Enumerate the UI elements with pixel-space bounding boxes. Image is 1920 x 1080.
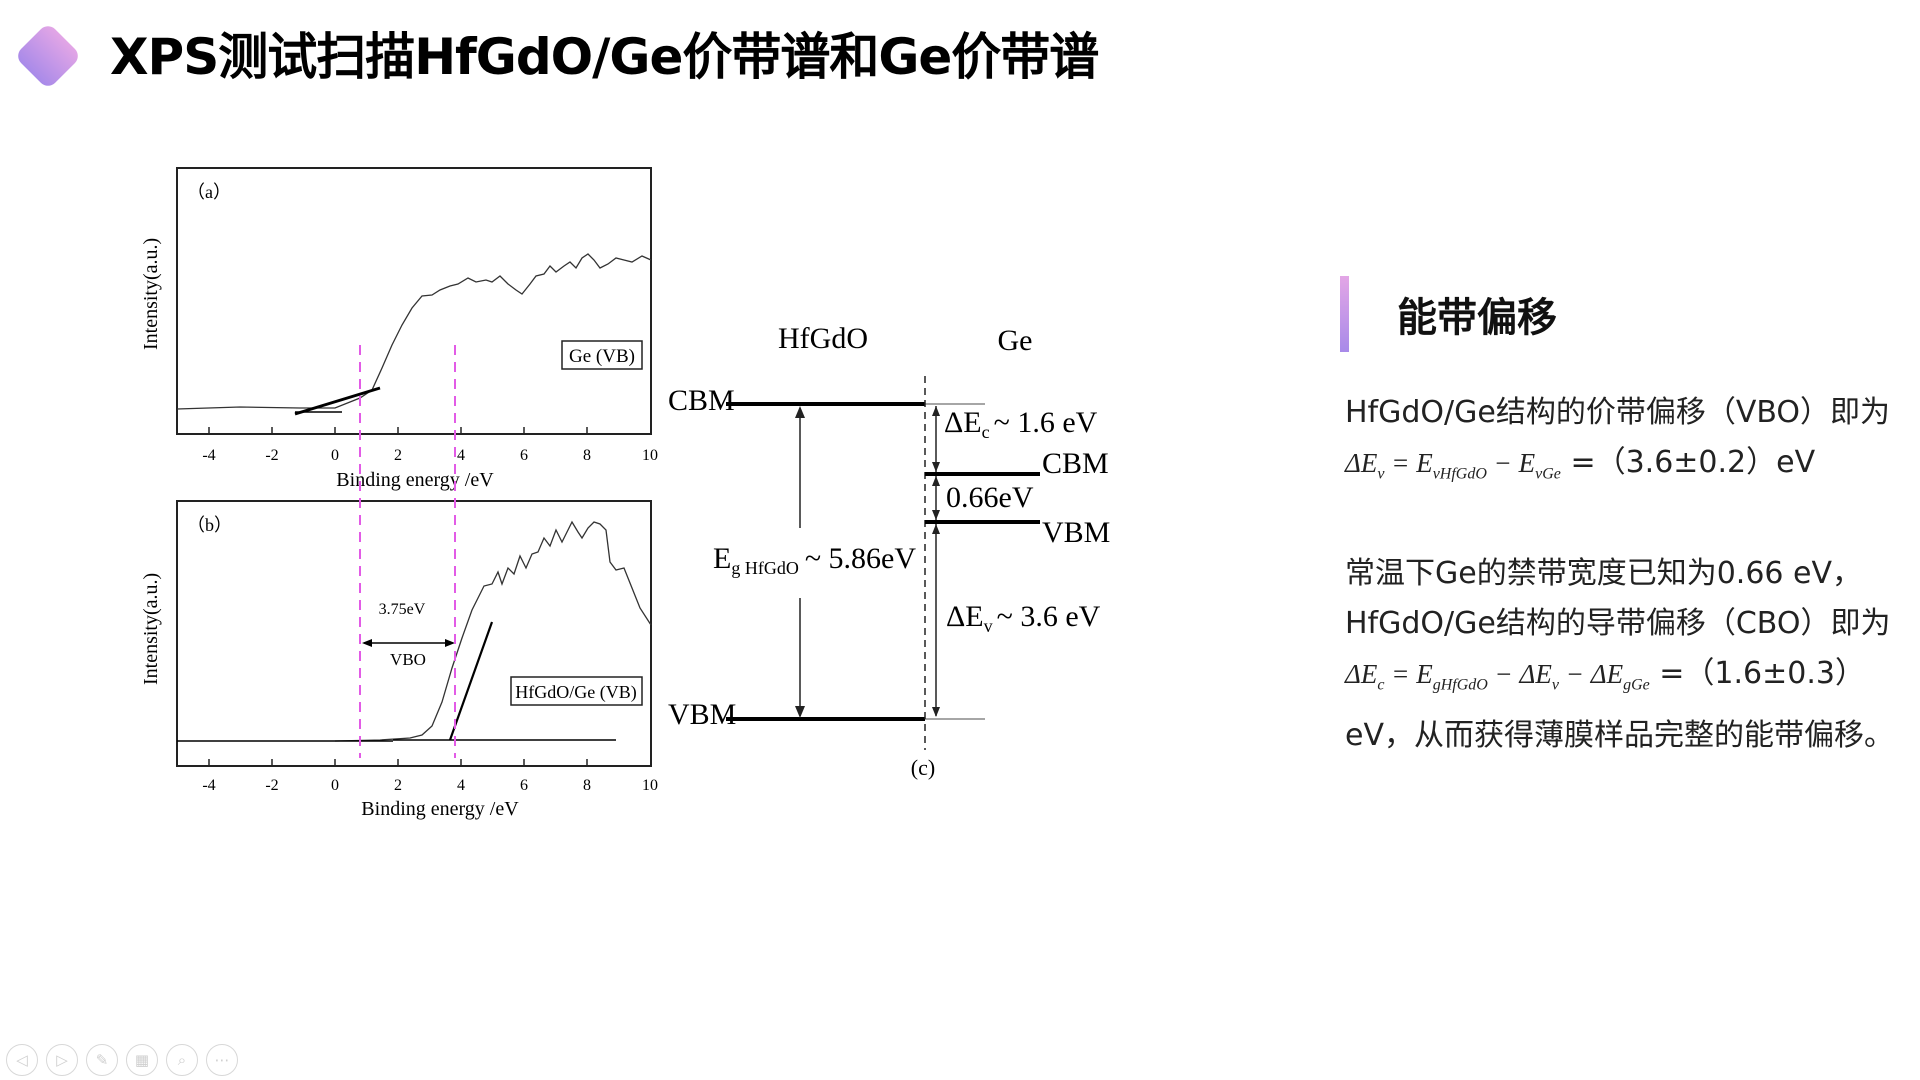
panel-b-plot: （b） Intensity(a.u.) -4 -2 0 2 4 6 8 10 B… bbox=[140, 500, 658, 820]
panel-b-xlabel: Binding energy /eV bbox=[361, 798, 519, 820]
presentation-nav: ◁ ▷ ✎ ▦ ⌕ ⋯ bbox=[6, 1044, 238, 1076]
pen-icon: ✎ bbox=[95, 1051, 109, 1069]
panel-a-xtick: 8 bbox=[583, 447, 591, 464]
more-icon: ⋯ bbox=[214, 1051, 230, 1069]
panel-a-xtick: 2 bbox=[394, 447, 402, 464]
panel-a-xtick: -2 bbox=[265, 447, 278, 464]
zoom-icon: ⌕ bbox=[177, 1051, 187, 1069]
eg-hfgdo-label: Eg HfGdO ~ 5.86eV bbox=[713, 542, 916, 578]
panel-b-legend: HfGdO/Ge (VB) bbox=[515, 682, 636, 703]
cbo-equation: ΔEc = EgHfGdO − ΔEv − ΔEgGe bbox=[1345, 659, 1650, 694]
slides-icon: ▦ bbox=[134, 1051, 150, 1069]
band-offset-heading: 能带偏移 bbox=[1340, 276, 1557, 352]
panel-a-plot: （a） Intensity(a.u.) -4 -2 0 2 4 6 8 10 B… bbox=[140, 167, 658, 491]
next-slide-button[interactable]: ▷ bbox=[46, 1044, 78, 1076]
heading-accent-bar bbox=[1340, 276, 1349, 352]
logo-diamond-icon bbox=[18, 26, 78, 86]
explanation-text: HfGdO/Ge结构的价带偏移（VBO）即为ΔEv = EvHfGdO − Ev… bbox=[1345, 388, 1905, 761]
right-vbm-label: VBM bbox=[1042, 516, 1110, 549]
delta-ev-label: ΔEv ~ 3.6 eV bbox=[946, 600, 1101, 636]
panel-a-xtick: 6 bbox=[520, 447, 528, 464]
panel-b-label: （b） bbox=[187, 515, 232, 535]
ge-bandgap-label: 0.66eV bbox=[946, 481, 1034, 514]
vbo-paragraph: HfGdO/Ge结构的价带偏移（VBO）即为ΔEv = EvHfGdO − Ev… bbox=[1345, 395, 1891, 483]
panel-b-xtick: 8 bbox=[583, 777, 591, 794]
vbo-equation: ΔEv = EvHfGdO − EvGe bbox=[1345, 448, 1561, 483]
panel-a-xtick: -4 bbox=[202, 447, 215, 464]
left-vbm-label: VBM bbox=[668, 698, 736, 731]
hfgdo-vb-curve bbox=[334, 520, 652, 742]
prev-slide-button[interactable]: ◁ bbox=[6, 1044, 38, 1076]
vbo-value: 3.75eV bbox=[379, 601, 426, 618]
right-cbm-label: CBM bbox=[1042, 447, 1109, 480]
panel-b-xtick: 2 bbox=[394, 777, 402, 794]
panel-b-ylabel: Intensity(a.u.) bbox=[140, 573, 162, 685]
slide-title: XPS测试扫描HfGdO/Ge价带谱和Ge价带谱 bbox=[110, 28, 1099, 86]
panel-a-xtick: 0 bbox=[331, 447, 339, 464]
hfgdo-material-label: HfGdO bbox=[778, 322, 868, 355]
panel-a-label: （a） bbox=[187, 182, 231, 202]
panel-b-xtick: -2 bbox=[265, 777, 278, 794]
panel-a-xtick: 10 bbox=[642, 447, 658, 464]
more-options-button[interactable]: ⋯ bbox=[206, 1044, 238, 1076]
pen-button[interactable]: ✎ bbox=[86, 1044, 118, 1076]
panel-b-xtick: 0 bbox=[331, 777, 339, 794]
panel-a-legend: Ge (VB) bbox=[569, 346, 635, 367]
panel-b-xtick: -4 bbox=[202, 777, 215, 794]
next-icon: ▷ bbox=[56, 1051, 68, 1069]
panel-b-xtick: 10 bbox=[642, 777, 658, 794]
panel-b-xtick: 6 bbox=[520, 777, 528, 794]
zoom-button[interactable]: ⌕ bbox=[166, 1044, 198, 1076]
panel-a-ylabel: Intensity(a.u.) bbox=[140, 238, 162, 350]
left-cbm-label: CBM bbox=[668, 384, 735, 417]
cbo-paragraph: 常温下Ge的禁带宽度已知为0.66 eV，HfGdO/Ge结构的导带偏移（CBO… bbox=[1345, 556, 1894, 753]
xps-figure: （a） Intensity(a.u.) -4 -2 0 2 4 6 8 10 B… bbox=[120, 150, 1230, 840]
ge-vb-curve bbox=[176, 253, 652, 410]
delta-ec-label: ΔEc ~ 1.6 eV bbox=[944, 406, 1098, 442]
prev-icon: ◁ bbox=[16, 1051, 28, 1069]
ge-material-label: Ge bbox=[998, 324, 1033, 357]
heading-text: 能带偏移 bbox=[1397, 295, 1557, 341]
panel-c-label: (c) bbox=[911, 755, 935, 780]
slides-overview-button[interactable]: ▦ bbox=[126, 1044, 158, 1076]
panel-b-xtick: 4 bbox=[457, 777, 465, 794]
panel-a-xtick: 4 bbox=[457, 447, 465, 464]
band-diagram: HfGdO Ge CBM VBM Eg HfGdO ~ 5.86eV ΔEc ~ 1… bbox=[668, 322, 1110, 780]
vbo-label: VBO bbox=[390, 650, 426, 669]
